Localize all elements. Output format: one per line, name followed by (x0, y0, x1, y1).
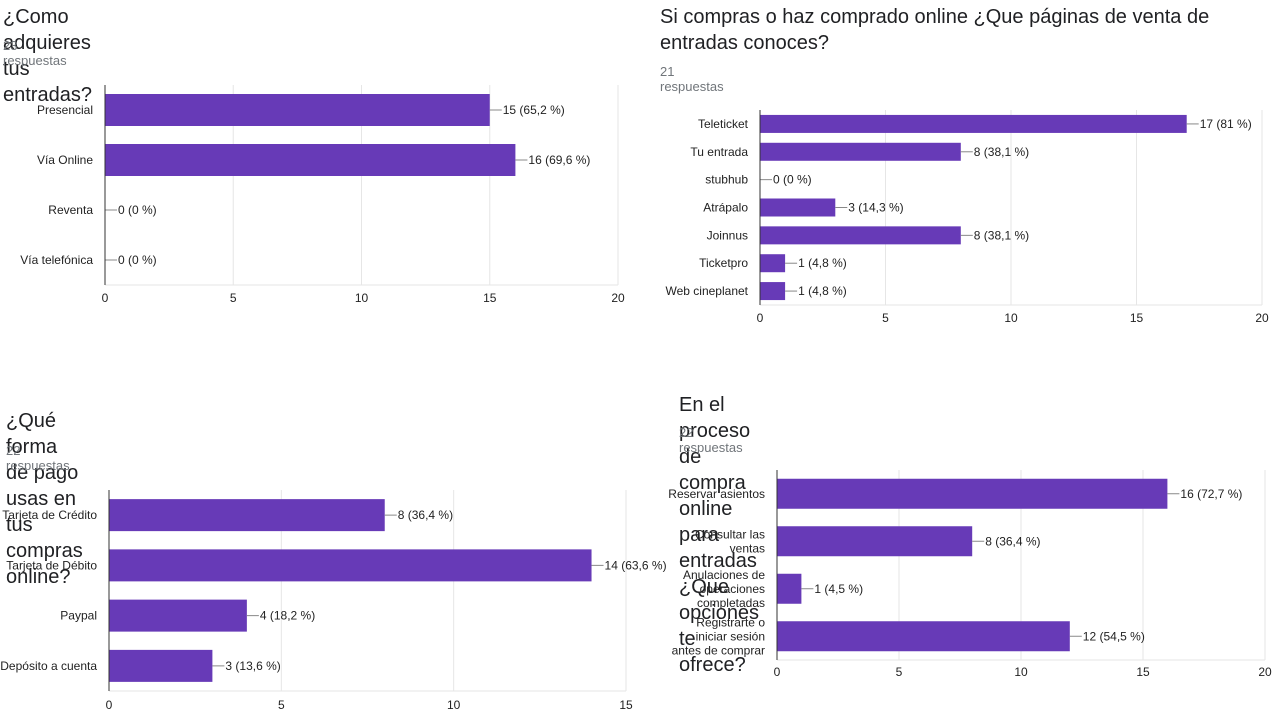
category-label: Paypal (60, 609, 97, 623)
chart-2: 0 5 10 15 20 17 (81 %) Teleticket 8 (38,1 %) Tu … (666, 110, 1269, 325)
category-label: Ticketpro (699, 256, 748, 270)
category-label: iniciar sesión (696, 629, 765, 643)
bar (777, 526, 973, 557)
category-label: Reservar asientos (668, 487, 765, 501)
x-tick-label: 20 (611, 291, 625, 305)
data-label: 3 (13,6 %) (225, 659, 280, 673)
x-tick-label: 0 (102, 291, 109, 305)
response-count: 22 respuestas (679, 425, 743, 455)
x-tick-label: 10 (1014, 665, 1028, 679)
data-label: 4 (18,2 %) (260, 609, 315, 623)
category-label: Tu entrada (690, 145, 748, 159)
data-label: 8 (38,1 %) (974, 228, 1029, 242)
x-tick-label: 15 (483, 291, 497, 305)
category-label: Joinnus (707, 228, 748, 242)
category-label: Consultar las (695, 527, 765, 541)
x-tick-label: 15 (1130, 311, 1144, 325)
x-tick-label: 10 (1004, 311, 1018, 325)
category-label: completadas (697, 596, 765, 610)
data-label: 17 (81 %) (1200, 117, 1252, 131)
bar (760, 226, 961, 245)
x-tick-label: 10 (447, 698, 461, 712)
bar (109, 649, 213, 682)
bar (760, 254, 786, 273)
category-label: Tarjeta de Crédito (2, 508, 97, 522)
x-tick-label: 15 (619, 698, 633, 712)
chart-title: Si compras o haz comprado online ¿Que pá… (660, 6, 1210, 54)
category-label: ventas (730, 541, 765, 555)
bar (777, 573, 802, 604)
data-label: 8 (36,4 %) (398, 508, 453, 522)
category-label: Vía Online (37, 153, 93, 167)
x-tick-label: 5 (278, 698, 285, 712)
category-label: Vía telefónica (20, 253, 93, 267)
data-label: 3 (14,3 %) (848, 201, 903, 215)
data-label: 1 (4,5 %) (814, 582, 863, 596)
category-label: Reventa (48, 203, 93, 217)
chart-title: En el proceso de compra online para entr… (679, 394, 760, 676)
data-label: 14 (63,6 %) (605, 558, 667, 572)
bar (777, 621, 1070, 652)
bar (109, 499, 385, 532)
category-label: Anulaciones de (683, 568, 765, 582)
bar (105, 144, 516, 176)
x-tick-label: 20 (1255, 311, 1269, 325)
bar (760, 114, 1187, 133)
data-label: 1 (4,8 %) (798, 284, 847, 298)
bar (760, 198, 836, 217)
response-count: 23 respuestas (3, 38, 67, 68)
category-label: Presencial (37, 103, 93, 117)
x-tick-label: 0 (106, 698, 113, 712)
data-label: 15 (65,2 %) (503, 103, 565, 117)
data-label: 0 (0 %) (773, 173, 812, 187)
category-label: Registrarte o (696, 615, 765, 629)
x-tick-label: 0 (757, 311, 764, 325)
x-tick-label: 5 (230, 291, 237, 305)
bar (109, 599, 247, 632)
data-label: 12 (54,5 %) (1083, 629, 1145, 643)
category-label: Tarjeta de Débito (6, 558, 97, 572)
category-label: Depósito a cuenta (0, 659, 97, 673)
data-label: 16 (69,6 %) (528, 153, 590, 167)
category-label: Atrápalo (703, 201, 748, 215)
chart-title: ¿Qué forma de pago usas en tus compras o… (6, 410, 83, 588)
x-tick-label: 10 (355, 291, 369, 305)
bar (105, 94, 490, 126)
x-tick-label: 15 (1136, 665, 1150, 679)
category-label: antes de comprar (672, 643, 765, 657)
data-label: 16 (72,7 %) (1180, 487, 1242, 501)
x-tick-label: 5 (882, 311, 889, 325)
bar (760, 142, 961, 161)
category-label: Teleticket (698, 117, 749, 131)
response-count: 21 respuestas (660, 64, 724, 94)
chart-4: 0 5 10 15 20 16 (72,7 %) Reservar asientos 8 (3… (668, 470, 1272, 679)
bar (760, 282, 786, 301)
category-label: stubhub (705, 173, 748, 187)
data-label: 8 (38,1 %) (974, 145, 1029, 159)
chart-title: ¿Como adquieres tus entradas? (3, 6, 92, 106)
category-label: Web cineplanet (666, 284, 749, 298)
x-tick-label: 5 (896, 665, 903, 679)
response-count: 22 respuestas (6, 443, 70, 473)
data-label: 0 (0 %) (118, 253, 157, 267)
chart-1: 0 5 10 15 20 15 (65,2 %) Presencial 16 (69,6 %)… (20, 85, 625, 305)
chart-3: 0 5 10 15 8 (36,4 %) Tarjeta de Crédito 14 (63… (0, 490, 667, 712)
x-tick-label: 20 (1258, 665, 1272, 679)
data-label: 1 (4,8 %) (798, 256, 847, 270)
data-label: 0 (0 %) (118, 203, 157, 217)
bar (777, 478, 1168, 509)
bar (109, 549, 592, 582)
x-tick-label: 0 (774, 665, 781, 679)
category-label: operaciones (700, 582, 765, 596)
data-label: 8 (36,4 %) (985, 534, 1040, 548)
